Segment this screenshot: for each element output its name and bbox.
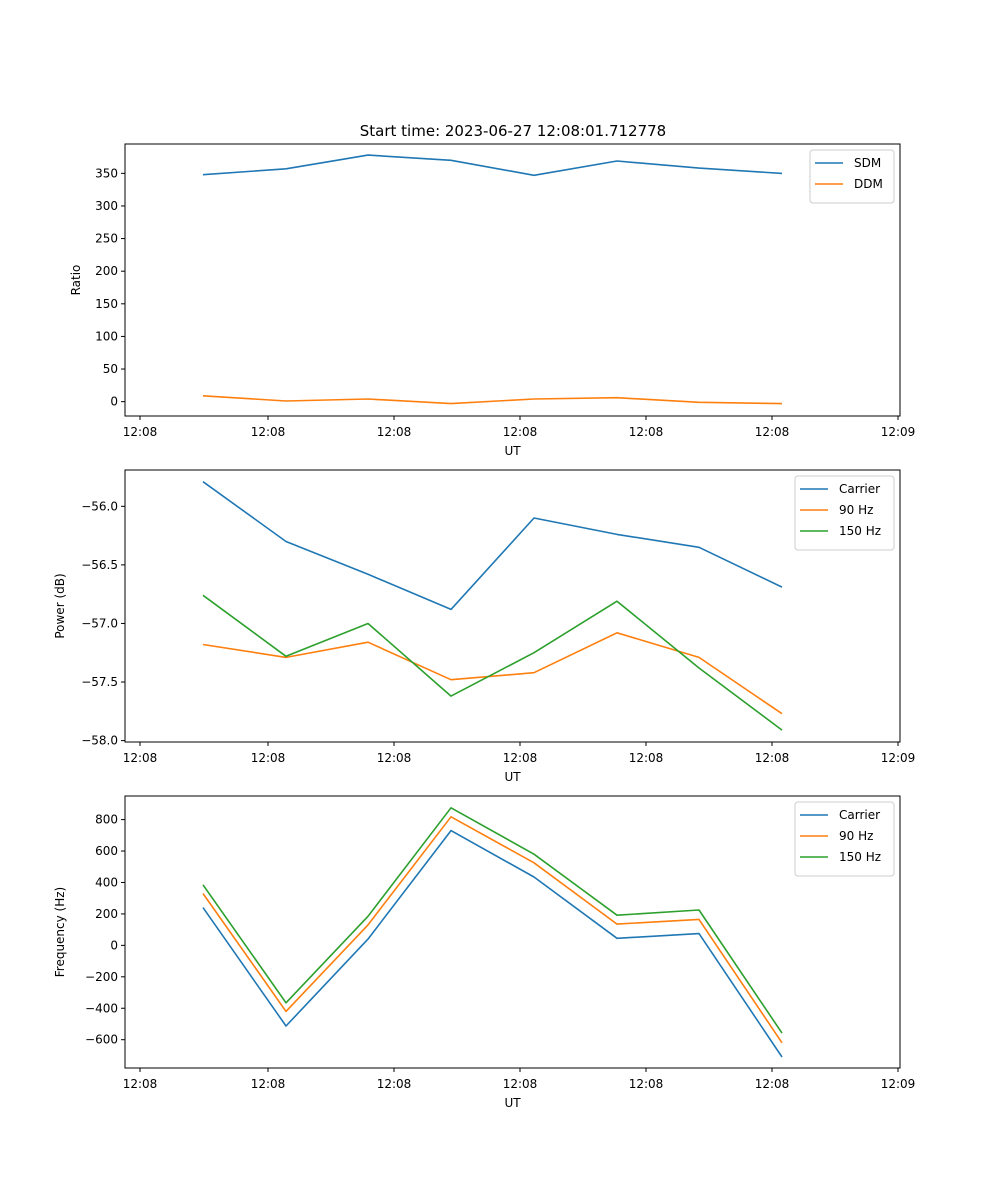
x-tick-label: 12:08	[503, 425, 538, 439]
x-tick-label: 12:08	[251, 751, 286, 765]
legend-label: 90 Hz	[839, 829, 873, 843]
x-axis-label: UT	[504, 1096, 521, 1110]
y-tick-label: −400	[85, 1001, 118, 1015]
y-tick-label: −57.5	[81, 675, 118, 689]
y-tick-label: −200	[85, 970, 118, 984]
series-line-1	[202, 481, 783, 611]
legend-label: SDM	[854, 156, 881, 170]
y-tick-label: 200	[95, 264, 118, 278]
series-line-1	[202, 829, 783, 1058]
x-tick-label: 12:08	[629, 1077, 664, 1091]
legend-label: 90 Hz	[839, 503, 873, 517]
x-tick-label: 12:08	[251, 1077, 286, 1091]
y-tick-label: 600	[95, 844, 118, 858]
x-tick-label: 12:08	[629, 425, 664, 439]
legend-label: Carrier	[839, 482, 880, 496]
y-tick-label: 0	[110, 938, 118, 952]
y-tick-label: 300	[95, 199, 118, 213]
x-tick-label: 12:08	[123, 751, 158, 765]
axes-frame	[124, 143, 901, 417]
y-tick-label: 800	[95, 813, 118, 827]
legend-label: 150 Hz	[839, 850, 881, 864]
x-tick-label: 12:08	[503, 1077, 538, 1091]
y-tick-label: 400	[95, 875, 118, 889]
series-line-3	[202, 594, 783, 731]
x-tick-label: 12:08	[755, 425, 790, 439]
x-tick-label: 12:09	[881, 751, 916, 765]
x-axis-label: UT	[504, 444, 521, 458]
chart-panel-1: 12:08 12:08 12:08 12:08 12:08 12:08 12:09 0 50 10…	[69, 143, 916, 458]
y-axis-label: Ratio	[69, 265, 83, 296]
charts: 12:08 12:08 12:08 12:08 12:08 12:08 12:09 0 50 10…	[53, 143, 916, 1110]
y-tick-label: 350	[95, 166, 118, 180]
x-tick-label: 12:09	[881, 425, 916, 439]
y-tick-label: 0	[110, 395, 118, 409]
y-tick-label: −58.0	[81, 734, 118, 748]
y-tick-label: −56.0	[81, 499, 118, 513]
series-line-1	[202, 154, 783, 177]
y-tick-label: 50	[103, 362, 118, 376]
y-tick-label: 100	[95, 329, 118, 343]
legend-label: DDM	[854, 177, 883, 191]
x-tick-label: 12:08	[629, 751, 664, 765]
y-tick-label: 250	[95, 232, 118, 246]
legend-label: 150 Hz	[839, 524, 881, 538]
y-tick-label: −600	[85, 1033, 118, 1047]
x-tick-label: 12:08	[123, 425, 158, 439]
x-tick-label: 12:08	[503, 751, 538, 765]
x-tick-label: 12:08	[123, 1077, 158, 1091]
x-axis-label: UT	[504, 770, 521, 784]
x-tick-label: 12:09	[881, 1077, 916, 1091]
legend-label: Carrier	[839, 808, 880, 822]
axes-frame	[124, 795, 901, 1069]
y-axis-label: Frequency (Hz)	[53, 887, 67, 978]
chart-panel-3: 12:08 12:08 12:08 12:08 12:08 12:08 12:09 −600 −…	[53, 795, 916, 1110]
y-tick-label: 150	[95, 297, 118, 311]
series-line-2	[202, 815, 783, 1044]
x-tick-label: 12:08	[251, 425, 286, 439]
y-axis-label: Power (dB)	[53, 573, 67, 638]
x-tick-label: 12:08	[755, 1077, 790, 1091]
series-line-3	[202, 806, 783, 1034]
y-tick-label: 200	[95, 907, 118, 921]
figure-title: Start time: 2023-06-27 12:08:01.712778	[360, 122, 666, 140]
y-tick-label: −56.5	[81, 558, 118, 572]
x-tick-label: 12:08	[377, 1077, 412, 1091]
axes-frame	[124, 469, 901, 743]
x-tick-label: 12:08	[377, 425, 412, 439]
x-tick-label: 12:08	[755, 751, 790, 765]
series-line-2	[202, 631, 783, 715]
series-line-2	[202, 395, 783, 405]
x-tick-label: 12:08	[377, 751, 412, 765]
chart-panel-2: 12:08 12:08 12:08 12:08 12:08 12:08 12:09 −58.0…	[53, 469, 916, 784]
y-tick-label: −57.0	[81, 616, 118, 630]
